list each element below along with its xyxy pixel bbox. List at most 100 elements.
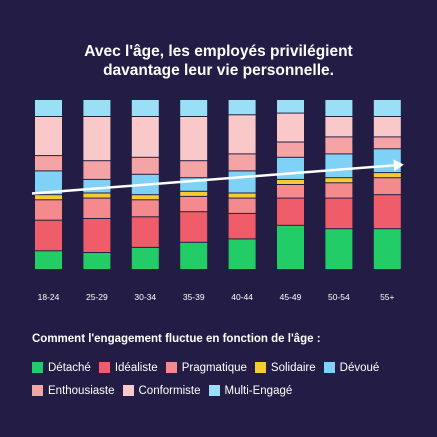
trend-arrow-head <box>393 159 404 172</box>
x-tick-label: 55+ <box>380 292 394 302</box>
bar-segment-30-34-Enthousiaste <box>131 157 159 174</box>
legend-title: Comment l'engagement fluctue en fonction… <box>32 333 321 345</box>
bar-segment-18-24-Dévoué <box>35 171 62 195</box>
legend-swatch <box>98 362 110 373</box>
bar-segment-25-29-Dévoué <box>83 179 111 193</box>
legend-label: Idéaliste <box>114 361 158 374</box>
chart-title-line1: Avec l'âge, les employés privilégient <box>84 43 353 60</box>
bar-segment-25-29-Multi-Engagé <box>83 100 111 116</box>
x-tick-label: 50-54 <box>328 292 350 302</box>
bar-segment-45-49-Pragmatique <box>277 185 304 198</box>
bar-segment-18-24-Multi-Engagé <box>35 100 62 116</box>
bar-segment-50-54-Solidaire <box>325 178 353 183</box>
legend-label: Pragmatique <box>181 361 247 374</box>
bar-segment-30-34-Idéaliste <box>131 217 159 247</box>
bar-segment-25-29-Idéaliste <box>83 219 111 252</box>
bar-segment-40-44-Enthousiaste <box>228 154 256 171</box>
trend-line <box>31 163 396 195</box>
legend-swatch <box>323 362 335 373</box>
legend-label: Enthousiaste <box>48 384 115 397</box>
bar-segment-35-39-Pragmatique <box>180 196 208 212</box>
bar-segment-30-34-Détaché <box>131 247 159 269</box>
legend-label: Conformiste <box>138 384 201 397</box>
bar-segment-35-39-Multi-Engagé <box>180 100 208 116</box>
bar-segment-45-49-Multi-Engagé <box>277 100 304 113</box>
bar-segment-30-34-Pragmatique <box>131 200 159 217</box>
bar-segment-45-49-Conformiste <box>277 113 304 142</box>
bar-segment-40-44-Conformiste <box>228 115 256 154</box>
bar-segment-55+-Pragmatique <box>373 178 401 195</box>
bar-segment-30-34-Conformiste <box>131 117 159 157</box>
bar-segment-45-49-Dévoué <box>277 157 304 179</box>
legend-label: Solidaire <box>270 361 316 374</box>
bar-segment-40-44-Multi-Engagé <box>228 100 256 115</box>
legend-item: Solidaire <box>254 356 316 379</box>
bar-segment-50-54-Idéaliste <box>325 198 353 229</box>
legend-item: Détaché <box>32 356 91 379</box>
legend-item: Enthousiaste <box>32 379 115 402</box>
legend-swatch <box>32 385 43 396</box>
chart-title: Avec l'âge, les employés privilégient da… <box>20 42 417 80</box>
legend-label: Détaché <box>48 361 91 374</box>
legend-item: Dévoué <box>323 356 380 379</box>
legend-item: Multi-Engagé <box>208 379 293 402</box>
bar-segment-18-24-Idéaliste <box>35 220 62 251</box>
bar-segment-35-39-Conformiste <box>180 117 208 161</box>
bar-segment-40-44-Idéaliste <box>228 213 256 239</box>
x-tick-label: 40-44 <box>231 292 253 302</box>
bar-segment-25-29-Enthousiaste <box>83 161 111 179</box>
legend-item: Idéaliste <box>98 356 158 379</box>
bar-segment-35-39-Enthousiaste <box>180 161 208 178</box>
bar-segment-55+-Multi-Engagé <box>373 100 401 116</box>
bar-segment-25-29-Conformiste <box>83 117 111 161</box>
x-tick-label: 45-49 <box>280 292 302 302</box>
bar-segment-18-24-Détaché <box>35 251 62 269</box>
legend-item: Conformiste <box>122 379 201 402</box>
stacked-bar-chart: 18-24 25-29 30-34 35-39 40-44 45-49 50-54 55+ <box>31 100 404 302</box>
x-tick-label: 35-39 <box>183 292 205 302</box>
bar-segment-40-44-Dévoué <box>228 171 256 193</box>
legend: Détaché Idéaliste Pragmatique Solidaire Dévo… <box>32 356 422 402</box>
bar-segment-50-54-Enthousiaste <box>325 137 353 154</box>
bar-segment-55+-Enthousiaste <box>373 137 401 149</box>
x-tick-label: 30-34 <box>134 292 156 302</box>
bar-segment-45-49-Idéaliste <box>277 198 304 225</box>
bar-segment-45-49-Solidaire <box>277 179 304 184</box>
bar-segment-45-49-Enthousiaste <box>277 142 304 157</box>
bar-segment-30-34-Multi-Engagé <box>131 100 159 116</box>
legend-swatch <box>122 385 134 396</box>
bar-segment-35-39-Solidaire <box>180 191 208 196</box>
legend-label: Dévoué <box>339 361 380 374</box>
bar-segment-50-54-Dévoué <box>325 154 353 178</box>
bar-segment-35-39-Idéaliste <box>180 212 208 242</box>
x-tick-label: 25-29 <box>86 292 108 302</box>
legend-swatch <box>208 385 220 396</box>
legend-swatch <box>254 362 266 373</box>
bar-segment-45-49-Détaché <box>277 225 304 269</box>
legend-swatch <box>165 362 177 373</box>
bar-segment-40-44-Détaché <box>228 239 256 269</box>
bar-segment-40-44-Pragmatique <box>228 198 256 213</box>
bar-segment-50-54-Conformiste <box>325 117 353 137</box>
legend-item: Pragmatique <box>165 356 247 379</box>
bar-segment-50-54-Détaché <box>325 229 353 269</box>
chart-title-line2: davantage leur vie personnelle. <box>103 62 334 79</box>
bar-segment-40-44-Solidaire <box>228 193 256 198</box>
bar-segment-18-24-Enthousiaste <box>35 156 62 171</box>
legend-label: Multi-Engagé <box>224 384 293 397</box>
legend-swatch <box>32 362 43 373</box>
bar-segment-55+-Solidaire <box>373 173 401 178</box>
bar-segment-30-34-Solidaire <box>131 195 159 200</box>
bar-segment-35-39-Détaché <box>180 242 208 269</box>
bar-segment-55+-Idéaliste <box>373 195 401 229</box>
bar-segment-18-24-Conformiste <box>35 117 62 156</box>
bar-segment-50-54-Multi-Engagé <box>325 100 353 116</box>
bar-segment-55+-Conformiste <box>373 117 401 137</box>
x-tick-label: 18-24 <box>38 292 60 302</box>
bar-segment-18-24-Pragmatique <box>35 200 62 220</box>
bar-segment-25-29-Pragmatique <box>83 198 111 218</box>
bar-segment-18-24-Solidaire <box>35 195 62 200</box>
bar-segment-25-29-Détaché <box>83 253 111 269</box>
bar-segment-55+-Détaché <box>373 229 401 269</box>
bar-segment-50-54-Pragmatique <box>325 183 353 198</box>
